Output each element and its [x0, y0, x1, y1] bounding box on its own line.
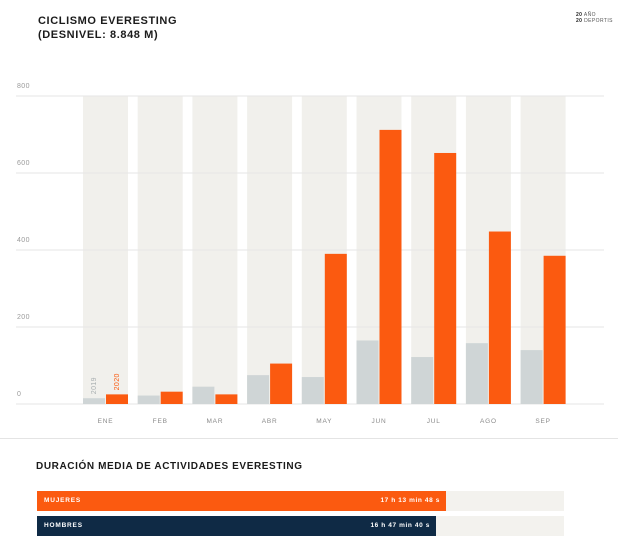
duration-title: DURACIÓN MEDIA DE ACTIVIDADES EVERESTING: [36, 461, 303, 472]
series-label-2020: 2020: [114, 373, 121, 390]
y-tick-label-400: 400: [17, 237, 30, 244]
bar-2019-ene: [83, 398, 105, 404]
x-tick-label-jul: JUL: [427, 418, 441, 425]
bar-2019-feb: [137, 395, 160, 404]
x-tick-label-mar: MAR: [206, 418, 223, 425]
bar-2019-jun: [356, 340, 379, 404]
bar-chart: 0 200 400 600 800 ENE FEB MAR ABR MAY JUN JUL AGO SEP…: [16, 83, 604, 425]
bar-2019-may: [301, 377, 324, 404]
bar-2020-sep: [543, 255, 566, 404]
duration-label-hombres: HOMBRES: [44, 522, 83, 529]
corner-legend-note: 20 AÑO 20 DEPORTIS: [576, 12, 613, 24]
chart-title: CICLISMO EVERESTING (DESNIVEL: 8.848 M): [38, 14, 177, 42]
x-tick-label-ene: ENE: [98, 418, 114, 425]
x-tick-label-feb: FEB: [153, 418, 168, 425]
duration-value-hombres: 16 h 47 min 40 s: [370, 522, 430, 529]
duration-value-mujeres: 17 h 13 min 48 s: [380, 497, 440, 504]
bar-2019-ago: [465, 343, 488, 404]
y-tick-label-600: 600: [17, 160, 30, 167]
chart-title-line-2: (DESNIVEL: 8.848 M): [38, 29, 159, 41]
duration-bar-mujeres: MUJERES 17 h 13 min 48 s: [37, 491, 446, 511]
bar-2020-feb: [160, 391, 183, 404]
bar-2020-abr: [270, 363, 293, 404]
x-tick-label-abr: ABR: [262, 418, 278, 425]
y-tick-label-800: 800: [17, 83, 30, 90]
duration-label-mujeres: MUJERES: [44, 497, 82, 504]
note-line-1-number: 20: [576, 12, 583, 18]
duration-track-mujeres: MUJERES 17 h 13 min 48 s: [37, 491, 564, 511]
bar-2020-may: [324, 253, 347, 404]
bar-2019-jul: [411, 357, 434, 404]
note-line-2-number: 20: [576, 18, 583, 24]
note-line-2-text: DEPORTIS: [584, 18, 613, 24]
x-tick-label-jun: JUN: [371, 418, 386, 425]
bar-2020-jun: [379, 129, 402, 404]
x-tick-label-sep: SEP: [535, 418, 550, 425]
y-tick-label-200: 200: [17, 314, 30, 321]
duration-bar-hombres: HOMBRES 16 h 47 min 40 s: [37, 516, 436, 536]
bar-2019-mar: [192, 386, 215, 404]
x-tick-label-ago: AGO: [480, 418, 497, 425]
section-divider: [0, 438, 618, 439]
note-line-1-text: AÑO: [583, 12, 596, 18]
y-tick-label-0: 0: [17, 391, 21, 398]
bar-2019-sep: [520, 350, 543, 404]
chart-title-line-1: CICLISMO EVERESTING: [38, 15, 178, 27]
bar-2020-mar: [215, 394, 238, 404]
duration-track-hombres: HOMBRES 16 h 47 min 40 s: [37, 516, 564, 536]
bar-2020-ene: [106, 394, 128, 404]
bar-2020-jul: [434, 152, 457, 404]
bar-2019-abr: [247, 375, 270, 404]
bar-2020-ago: [488, 231, 511, 404]
x-tick-label-may: MAY: [316, 418, 332, 425]
series-label-2019: 2019: [91, 377, 98, 394]
